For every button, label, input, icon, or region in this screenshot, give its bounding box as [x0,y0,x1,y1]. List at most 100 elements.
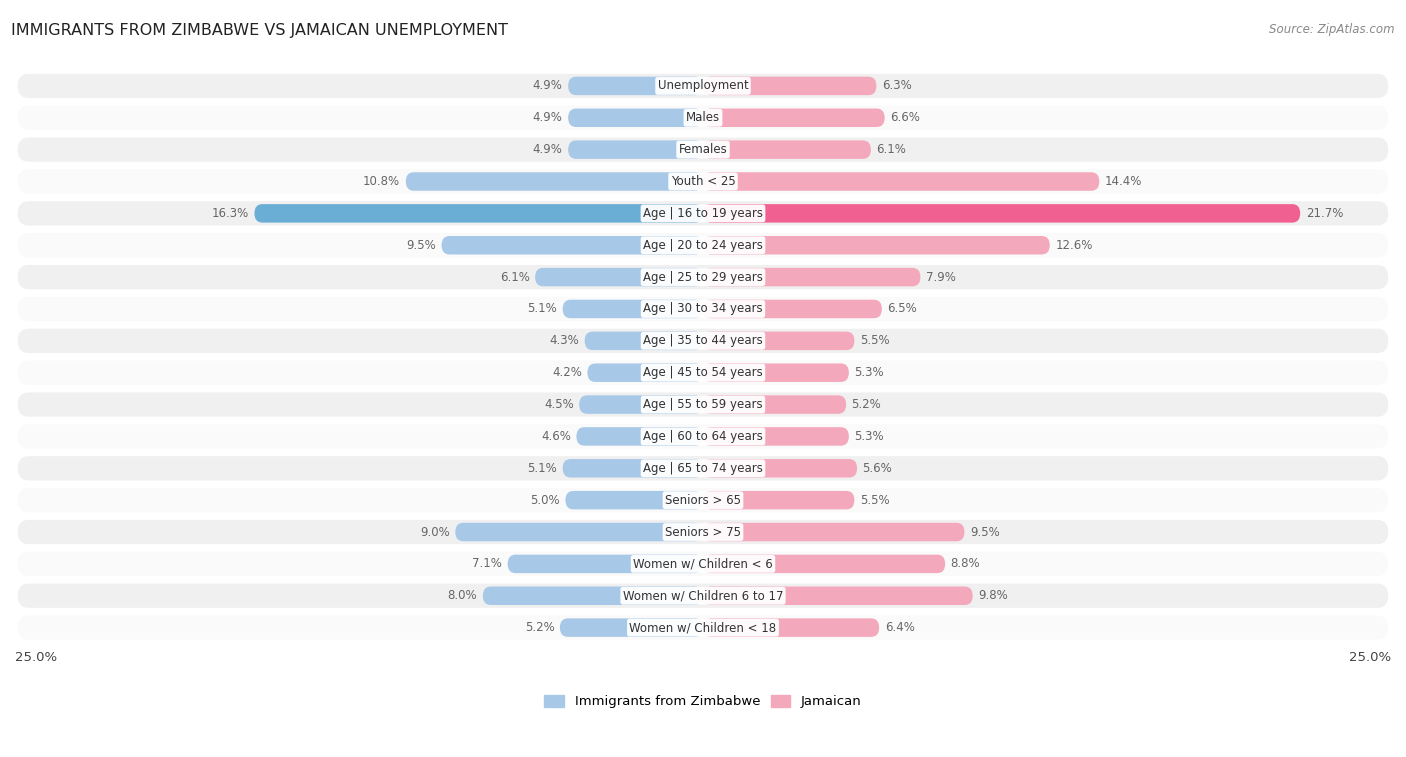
Text: Males: Males [686,111,720,124]
FancyBboxPatch shape [565,491,703,509]
FancyBboxPatch shape [18,233,1388,257]
Text: 4.9%: 4.9% [533,111,562,124]
Text: Females: Females [679,143,727,156]
Text: 4.5%: 4.5% [544,398,574,411]
Text: 6.4%: 6.4% [884,621,914,634]
FancyBboxPatch shape [18,425,1388,449]
FancyBboxPatch shape [18,170,1388,194]
FancyBboxPatch shape [456,523,703,541]
Text: 5.3%: 5.3% [855,430,884,443]
FancyBboxPatch shape [18,329,1388,353]
Text: Age | 35 to 44 years: Age | 35 to 44 years [643,335,763,347]
FancyBboxPatch shape [703,300,882,318]
FancyBboxPatch shape [18,392,1388,416]
FancyBboxPatch shape [703,108,884,127]
FancyBboxPatch shape [18,138,1388,162]
Text: 8.8%: 8.8% [950,557,980,570]
Text: Age | 25 to 29 years: Age | 25 to 29 years [643,270,763,284]
FancyBboxPatch shape [703,236,1050,254]
FancyBboxPatch shape [406,173,703,191]
Text: 6.5%: 6.5% [887,303,917,316]
FancyBboxPatch shape [562,300,703,318]
Text: 5.6%: 5.6% [863,462,893,475]
Text: 5.0%: 5.0% [530,494,560,506]
Text: Age | 20 to 24 years: Age | 20 to 24 years [643,238,763,252]
FancyBboxPatch shape [18,615,1388,640]
Text: 10.8%: 10.8% [363,175,401,188]
Text: Women w/ Children < 6: Women w/ Children < 6 [633,557,773,570]
Text: 4.6%: 4.6% [541,430,571,443]
FancyBboxPatch shape [568,76,703,95]
Text: 5.1%: 5.1% [527,462,557,475]
Text: 6.3%: 6.3% [882,79,911,92]
Text: 9.5%: 9.5% [970,525,1000,538]
FancyBboxPatch shape [18,584,1388,608]
Text: Seniors > 75: Seniors > 75 [665,525,741,538]
Text: Seniors > 65: Seniors > 65 [665,494,741,506]
FancyBboxPatch shape [703,363,849,382]
FancyBboxPatch shape [482,587,703,605]
Text: 6.1%: 6.1% [499,270,530,284]
FancyBboxPatch shape [18,297,1388,321]
FancyBboxPatch shape [576,427,703,446]
Text: 9.8%: 9.8% [979,589,1008,603]
Text: 25.0%: 25.0% [1348,651,1391,665]
Text: Age | 55 to 59 years: Age | 55 to 59 years [643,398,763,411]
Text: 4.9%: 4.9% [533,143,562,156]
FancyBboxPatch shape [18,265,1388,289]
Text: 25.0%: 25.0% [15,651,58,665]
FancyBboxPatch shape [703,491,855,509]
FancyBboxPatch shape [585,332,703,350]
FancyBboxPatch shape [18,456,1388,481]
FancyBboxPatch shape [568,140,703,159]
Text: 4.9%: 4.9% [533,79,562,92]
FancyBboxPatch shape [536,268,703,286]
FancyBboxPatch shape [703,204,1301,223]
FancyBboxPatch shape [703,140,870,159]
Text: 5.3%: 5.3% [855,366,884,379]
FancyBboxPatch shape [568,108,703,127]
Text: 7.9%: 7.9% [927,270,956,284]
FancyBboxPatch shape [560,618,703,637]
Text: 5.2%: 5.2% [524,621,554,634]
FancyBboxPatch shape [562,459,703,478]
Text: 9.5%: 9.5% [406,238,436,252]
Text: 4.3%: 4.3% [550,335,579,347]
FancyBboxPatch shape [703,427,849,446]
Text: 5.5%: 5.5% [860,335,890,347]
Text: 14.4%: 14.4% [1105,175,1142,188]
Text: Age | 60 to 64 years: Age | 60 to 64 years [643,430,763,443]
Text: 9.0%: 9.0% [420,525,450,538]
FancyBboxPatch shape [18,201,1388,226]
Text: Unemployment: Unemployment [658,79,748,92]
Text: IMMIGRANTS FROM ZIMBABWE VS JAMAICAN UNEMPLOYMENT: IMMIGRANTS FROM ZIMBABWE VS JAMAICAN UNE… [11,23,508,38]
FancyBboxPatch shape [18,520,1388,544]
FancyBboxPatch shape [703,555,945,573]
FancyBboxPatch shape [703,76,876,95]
Text: 21.7%: 21.7% [1306,207,1343,220]
FancyBboxPatch shape [254,204,703,223]
Text: 6.6%: 6.6% [890,111,920,124]
Text: 5.5%: 5.5% [860,494,890,506]
FancyBboxPatch shape [703,268,921,286]
FancyBboxPatch shape [18,488,1388,512]
Text: 5.2%: 5.2% [852,398,882,411]
FancyBboxPatch shape [703,173,1099,191]
Text: 16.3%: 16.3% [212,207,249,220]
Text: Women w/ Children < 18: Women w/ Children < 18 [630,621,776,634]
Text: Women w/ Children 6 to 17: Women w/ Children 6 to 17 [623,589,783,603]
FancyBboxPatch shape [508,555,703,573]
FancyBboxPatch shape [703,587,973,605]
Legend: Immigrants from Zimbabwe, Jamaican: Immigrants from Zimbabwe, Jamaican [538,690,868,714]
Text: 4.2%: 4.2% [553,366,582,379]
Text: Youth < 25: Youth < 25 [671,175,735,188]
Text: Age | 30 to 34 years: Age | 30 to 34 years [643,303,763,316]
FancyBboxPatch shape [703,618,879,637]
FancyBboxPatch shape [588,363,703,382]
FancyBboxPatch shape [441,236,703,254]
Text: 7.1%: 7.1% [472,557,502,570]
FancyBboxPatch shape [18,552,1388,576]
FancyBboxPatch shape [579,395,703,414]
Text: Age | 16 to 19 years: Age | 16 to 19 years [643,207,763,220]
FancyBboxPatch shape [703,395,846,414]
